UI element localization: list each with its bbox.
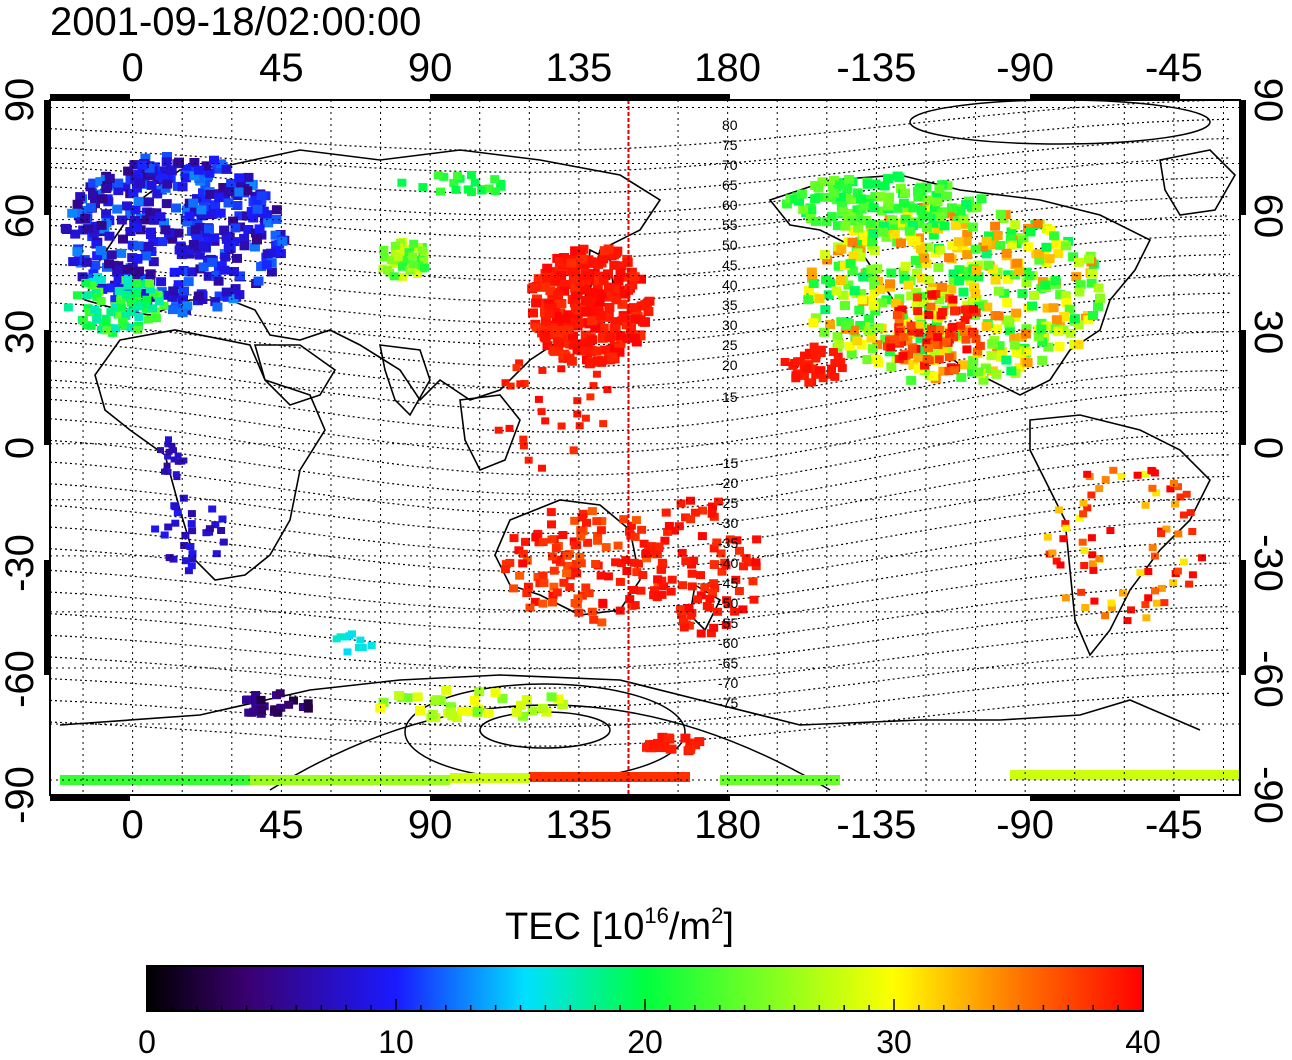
contour-label: -15 [718,455,738,471]
contour-label: 35 [722,297,738,313]
lon-tick-label: -135 [836,803,917,847]
tec-observations [60,152,1240,785]
lon-tick-label: 45 [259,46,304,90]
lon-tick-label: 90 [407,46,453,90]
coastlines [59,149,1236,731]
contour-label: -65 [718,655,738,671]
india-outline [378,344,431,417]
colorbar-tick-label: 10 [378,1024,414,1060]
lat-tick-label: -60 [1246,650,1290,709]
lon-tick-label: 135 [545,46,613,90]
antarctica-outline [59,674,1201,731]
greenland-outline [1159,149,1236,216]
contour-label: -30 [718,515,738,531]
contour-label: -75 [718,695,738,711]
arabia-outline [253,344,337,406]
contour-label: 70 [722,157,738,173]
contour-label: 20 [722,357,738,373]
contour-label: -60 [718,635,738,651]
lat-tick-label: 30 [1246,309,1290,354]
contour-label: 55 [722,217,738,233]
contour-label: -50 [718,595,738,611]
lat-tick-label: -90 [0,766,42,824]
lat-tick-label: -30 [0,534,42,593]
lat-tick-label: 60 [1246,193,1290,239]
lat-tick-label: -90 [1246,766,1290,824]
contour-label: -55 [718,615,738,631]
lon-tick-label: 135 [545,803,613,847]
contour-label: 40 [722,277,738,293]
lat-tick-label: 0 [0,436,42,459]
lon-tick-label: 0 [121,46,144,90]
lat-tick-label: -60 [0,650,42,709]
frame-tick-bars [44,94,1246,801]
contour-label: 45 [722,257,738,273]
contour-labels: 80 75 70 65 60 55 50 45 40 35 30 25 20 15 -15 -20 -25 -30… [718,117,738,711]
lon-tick-label: 180 [694,803,761,847]
lat-tick-label: 90 [1246,77,1290,123]
lon-tick-label: -135 [836,46,917,90]
lon-tick-label: -45 [1144,803,1203,847]
colorbar-ticks [146,999,1144,1011]
se-asia-outline [459,394,521,472]
contour-label: 25 [722,337,738,353]
contour-label: 80 [722,117,738,133]
lon-tick-label: 180 [694,46,761,90]
lat-tick-label: 30 [0,309,42,354]
contour-label: -70 [718,675,738,691]
contour-label: 60 [722,197,738,213]
colorbar-tick-label: 20 [627,1024,663,1060]
lat-tick-label: 90 [0,77,42,123]
lon-tick-label: 45 [259,803,304,847]
contour-label: 30 [722,317,738,333]
contour-label: 15 [722,389,738,405]
contour-label: -25 [718,495,738,511]
lat-tick-label: 0 [1246,436,1290,459]
contour-label: 50 [722,237,738,253]
lon-tick-label: 0 [121,803,144,847]
africa-outline [94,329,326,581]
contour-label: -20 [718,475,738,491]
lat-tick-label: -30 [1246,534,1290,593]
colorbar-title: TEC [1016/m2] [505,903,734,949]
lon-tick-label: -45 [1144,46,1203,90]
lon-tick-label: 90 [407,803,453,847]
south-america-outline [1029,414,1211,657]
contour-label: -40 [718,555,738,571]
contour-label: -45 [718,575,738,591]
lon-tick-label: -90 [996,46,1055,90]
contour-label: -35 [718,535,738,551]
colorbar-tick-label: 0 [138,1024,156,1060]
contour-label: 75 [722,137,738,153]
contour-label: 65 [722,177,738,193]
lat-tick-label: 60 [0,193,42,239]
colorbar-tick-label: 30 [876,1024,912,1060]
graticule [50,100,1240,795]
lon-tick-label: -90 [996,803,1055,847]
colorbar-tick-label: 40 [1125,1024,1161,1060]
map-title: 2001-09-18/02:00:00 [50,0,422,44]
